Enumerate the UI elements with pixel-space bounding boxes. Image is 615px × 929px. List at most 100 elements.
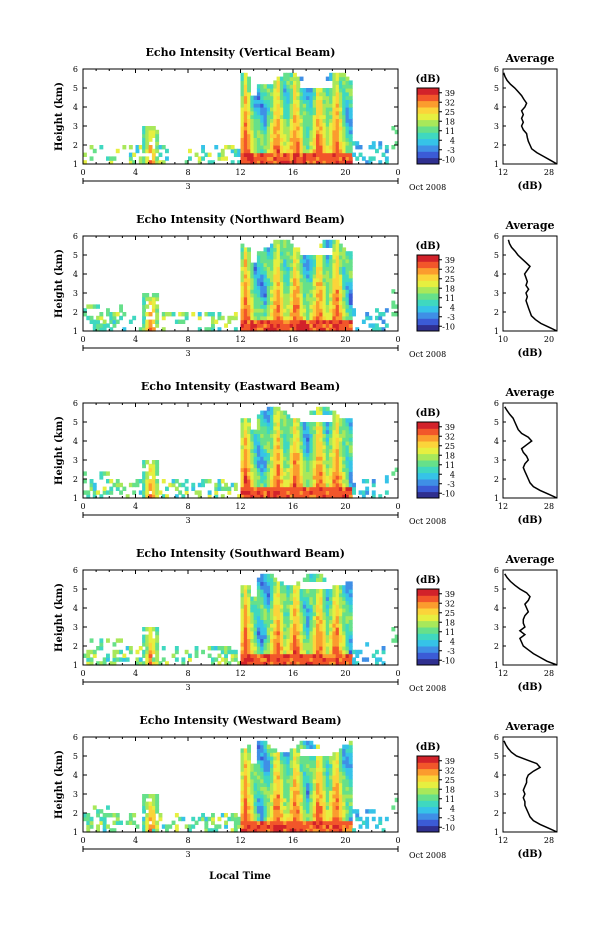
heatmap-cell <box>289 243 294 248</box>
heatmap-cell <box>155 141 160 146</box>
heatmap-cell <box>319 801 324 806</box>
heatmap-cell <box>283 72 288 78</box>
heatmap-cell <box>279 441 284 446</box>
heatmap-cell <box>286 816 291 822</box>
heatmap-cell <box>342 156 347 161</box>
heatmap-cell <box>247 494 251 499</box>
heatmap-cell <box>155 494 160 499</box>
heatmap-cell <box>286 274 291 279</box>
heatmap-cell <box>338 91 343 97</box>
heatmap-cell <box>276 653 281 658</box>
heatmap-cell <box>299 763 304 768</box>
heatmap-cell <box>273 110 278 116</box>
heatmap-cell <box>338 778 343 784</box>
heatmap-cell <box>89 319 94 324</box>
heatmap-cell <box>309 433 314 438</box>
heatmap-cell <box>332 824 337 829</box>
average-y-tick-label: 3 <box>494 122 499 131</box>
heatmap-cell <box>243 95 248 100</box>
heatmap-cell <box>335 767 340 772</box>
heatmap-cell <box>309 740 314 746</box>
heatmap-cell <box>335 315 340 321</box>
heatmap-cell <box>266 748 271 753</box>
heatmap-cell <box>204 828 209 833</box>
heatmap-cell <box>148 327 153 332</box>
heatmap-cell <box>270 615 274 620</box>
heatmap-cell <box>335 137 340 142</box>
heatmap-cell <box>289 129 294 135</box>
heatmap-cell <box>224 486 228 491</box>
average-title: Average <box>504 386 554 399</box>
heatmap-cell <box>312 638 317 643</box>
heatmap-cell <box>266 91 271 97</box>
heatmap-cell <box>345 786 350 791</box>
heatmap-cell <box>142 156 146 161</box>
heatmap-cell <box>348 323 353 328</box>
heatmap-cell <box>243 813 248 818</box>
heatmap-cell <box>86 653 91 658</box>
heatmap-cell <box>279 763 284 768</box>
heatmap-cell <box>342 619 347 624</box>
heatmap-cell <box>316 308 320 313</box>
heatmap-cell <box>115 657 120 662</box>
heatmap-cell <box>240 126 245 131</box>
heatmap-cell <box>256 619 261 624</box>
heatmap-cell <box>299 608 304 613</box>
heatmap-cell <box>151 797 156 803</box>
heatmap-cell <box>214 486 219 491</box>
heatmap-cell <box>342 258 347 264</box>
heatmap-cell <box>325 88 330 93</box>
heatmap-cell <box>155 319 160 324</box>
heatmap-cell <box>293 262 297 267</box>
heatmap-cell <box>345 452 350 457</box>
heatmap-cell <box>260 786 265 791</box>
heatmap-cell <box>99 323 104 328</box>
heatmap-cell <box>296 437 301 442</box>
heatmap-cell <box>293 824 297 829</box>
heatmap-cell <box>332 243 337 248</box>
heatmap-cell <box>243 300 248 305</box>
heatmap-cell <box>309 661 314 666</box>
heatmap-cell <box>296 103 301 108</box>
heatmap-cell <box>293 797 297 803</box>
heatmap-cell <box>266 406 271 412</box>
y-tick-label: 4 <box>73 103 78 112</box>
heatmap-cell <box>112 813 117 818</box>
heatmap-cell <box>263 634 268 639</box>
heatmap-cell <box>348 581 353 586</box>
y-tick-label: 6 <box>73 232 78 241</box>
heatmap-cell <box>306 88 310 93</box>
heatmap-cell <box>204 152 209 157</box>
heatmap-cell <box>342 262 347 267</box>
heatmap-cell <box>332 475 337 480</box>
heatmap-cell <box>102 824 107 829</box>
heatmap-cell <box>338 657 343 662</box>
heatmap-cell <box>240 91 245 97</box>
heatmap-cell <box>302 771 307 776</box>
heatmap-cell <box>273 619 278 624</box>
heatmap-cell <box>329 114 333 119</box>
heatmap-cell <box>279 581 284 586</box>
heatmap-cell <box>345 422 350 427</box>
heatmap-cell <box>306 759 310 765</box>
heatmap-cell <box>247 422 251 427</box>
heatmap-cell <box>286 475 291 480</box>
heatmap-cell <box>253 463 258 469</box>
heatmap-cell <box>299 828 304 833</box>
colorbar-tick-label: -10 <box>442 656 455 665</box>
heatmap-cell <box>148 494 153 499</box>
heatmap-cell <box>316 296 320 302</box>
heatmap-cell <box>283 315 288 321</box>
heatmap-cell <box>309 756 314 761</box>
heatmap-cell <box>348 258 353 264</box>
heatmap-cell <box>266 422 271 427</box>
heatmap-cell <box>279 76 284 81</box>
heatmap-cell <box>286 133 291 138</box>
heatmap-cell <box>289 759 294 765</box>
heatmap-cell <box>279 775 284 780</box>
heatmap-cell <box>299 126 304 131</box>
heatmap-cell <box>247 646 251 651</box>
heatmap-cell <box>270 266 274 271</box>
x-tick-label: 0 <box>395 669 400 678</box>
heatmap-cell <box>243 486 248 491</box>
